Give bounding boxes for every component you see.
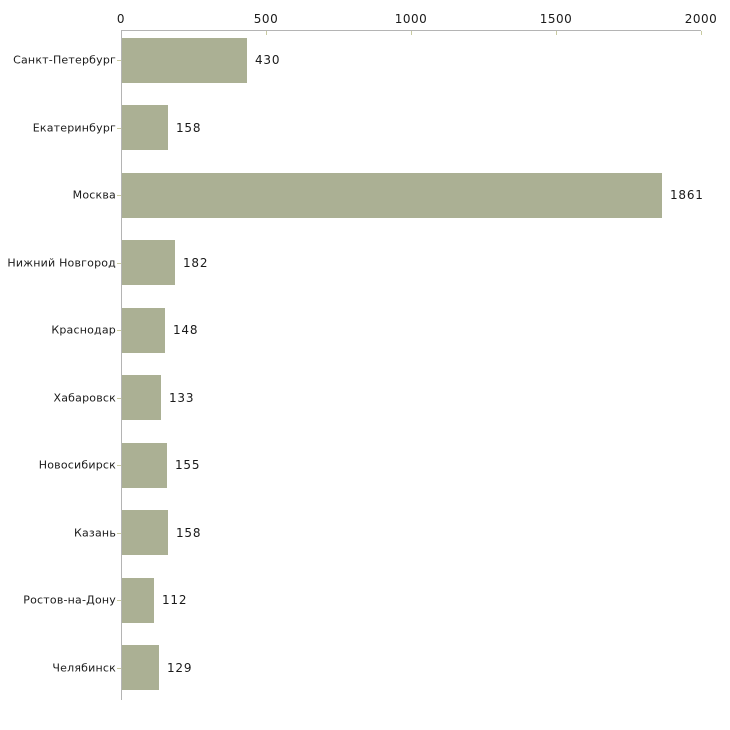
value-label: 430 xyxy=(255,53,281,67)
value-label: 158 xyxy=(176,525,202,540)
y-axis-line xyxy=(121,30,122,700)
category-label: Нижний Новгород xyxy=(7,256,116,269)
y-tick-mark xyxy=(117,397,121,399)
category-label: Ростов-на-Дону xyxy=(23,593,116,607)
y-tick-mark xyxy=(117,600,121,601)
value-label: 158 xyxy=(176,120,202,135)
x-tick-mark xyxy=(556,31,557,35)
y-tick-mark xyxy=(117,262,121,264)
value-label: 182 xyxy=(183,255,209,270)
bar xyxy=(122,375,161,420)
value-label: 133 xyxy=(169,390,195,405)
value-label: 148 xyxy=(173,323,199,337)
category-label: Москва xyxy=(72,188,116,202)
x-tick-mark xyxy=(266,31,267,35)
value-label: 155 xyxy=(175,458,201,472)
y-tick-mark xyxy=(117,532,121,534)
category-label: Екатеринбург xyxy=(32,121,116,134)
bar xyxy=(122,307,165,353)
x-tick-label: 2000 xyxy=(684,12,718,26)
value-label: 112 xyxy=(162,593,188,607)
y-tick-mark xyxy=(117,60,121,61)
x-tick-label: 0 xyxy=(116,12,126,26)
x-tick-label: 1000 xyxy=(394,12,428,26)
x-tick-mark xyxy=(701,31,702,35)
x-tick-label: 500 xyxy=(253,12,279,26)
x-axis-line xyxy=(121,30,701,31)
y-tick-mark xyxy=(117,195,121,196)
bar xyxy=(122,172,662,218)
y-tick-mark xyxy=(117,330,121,331)
y-tick-mark xyxy=(117,127,121,129)
y-tick-mark xyxy=(117,465,121,466)
bar xyxy=(122,645,159,690)
category-label: Новосибирск xyxy=(38,458,116,472)
value-label: 1861 xyxy=(670,188,704,202)
bar xyxy=(122,442,167,488)
x-tick-mark xyxy=(411,31,412,35)
value-label: 129 xyxy=(167,660,193,675)
x-tick-label: 1500 xyxy=(539,12,573,26)
bar xyxy=(122,240,175,285)
category-label: Казань xyxy=(73,526,116,539)
category-label: Краснодар xyxy=(51,323,116,337)
y-tick-mark xyxy=(117,667,121,669)
category-label: Санкт-Петербург xyxy=(13,53,116,67)
bar xyxy=(122,577,154,623)
category-label: Челябинск xyxy=(52,661,116,674)
bar xyxy=(122,105,168,150)
bar xyxy=(122,37,247,83)
bar xyxy=(122,510,168,555)
category-label: Хабаровск xyxy=(53,391,116,404)
